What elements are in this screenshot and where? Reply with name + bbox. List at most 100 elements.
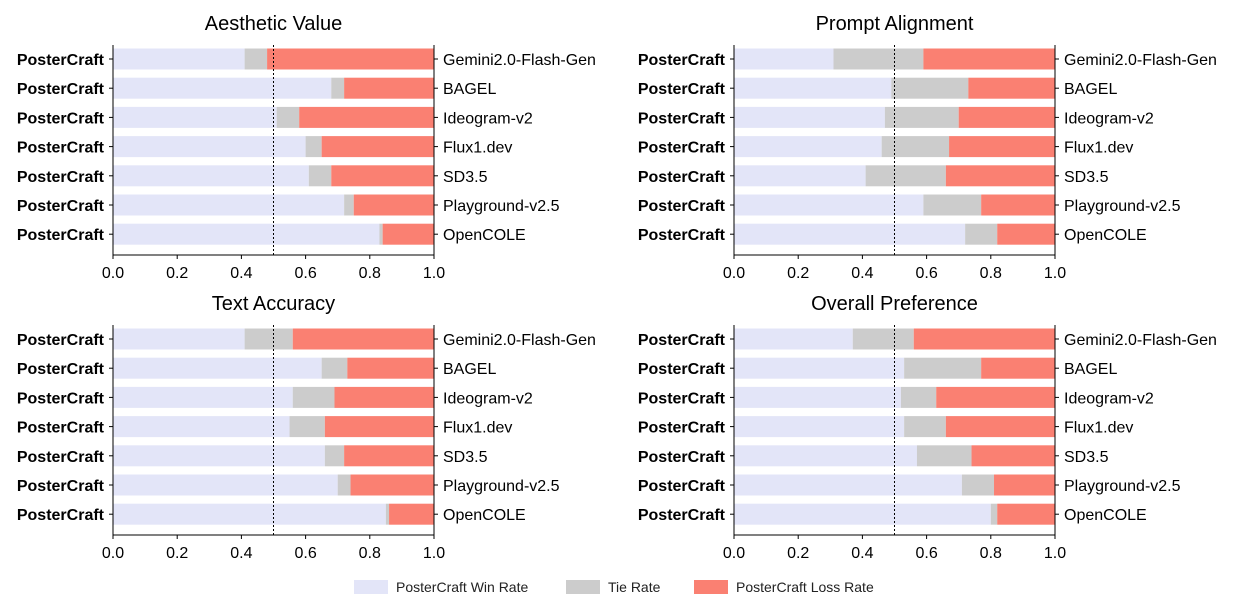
panel-aesthetic-value: Aesthetic Value PosterCraft Gemini2.0-Flas… xyxy=(17,13,596,282)
panel-title: Overall Preference xyxy=(811,293,978,315)
win-bar xyxy=(113,416,290,438)
left-label: PosterCraft xyxy=(17,140,105,157)
win-bar xyxy=(113,503,386,525)
x-tick-label: 0.8 xyxy=(359,545,381,562)
legend-swatch xyxy=(354,580,388,594)
x-tick-label: 0.8 xyxy=(359,265,381,282)
legend-label: PosterCraft Loss Rate xyxy=(736,579,874,595)
loss-bar xyxy=(997,503,1055,525)
win-bar xyxy=(734,165,866,187)
tie-bar xyxy=(904,416,946,438)
win-bar xyxy=(113,328,245,350)
win-bar xyxy=(734,77,892,99)
tie-bar xyxy=(904,357,982,379)
win-bar xyxy=(113,48,245,70)
x-tick-label: 0.2 xyxy=(787,545,809,562)
loss-bar xyxy=(994,474,1055,496)
win-bar xyxy=(734,416,905,438)
category-label: SD3.5 xyxy=(443,169,488,186)
tie-bar xyxy=(244,328,293,350)
category-label: Gemini2.0-Flash-Gen xyxy=(443,332,596,349)
x-tick-label: 0.6 xyxy=(294,545,316,562)
left-label: PosterCraft xyxy=(17,110,105,127)
win-bar xyxy=(113,136,306,158)
x-tick-label: 0.4 xyxy=(851,545,873,562)
left-label: PosterCraft xyxy=(17,227,105,244)
left-label: PosterCraft xyxy=(638,140,726,157)
legend: PosterCraft Win Rate Tie Rate PosterCraft … xyxy=(354,579,874,595)
loss-bar xyxy=(968,77,1055,99)
tie-bar xyxy=(916,445,972,467)
left-label: PosterCraft xyxy=(17,478,105,495)
category-label: OpenCOLE xyxy=(1064,227,1147,244)
panel-overall-preference: Overall Preference PosterCraft Gemini2.0-F… xyxy=(638,293,1217,562)
win-bar xyxy=(113,77,332,99)
win-bar xyxy=(113,445,325,467)
legend-label: PosterCraft Win Rate xyxy=(396,579,528,595)
x-tick-label: 0.8 xyxy=(980,265,1002,282)
x-tick-label: 0.0 xyxy=(723,265,745,282)
x-tick-label: 0.4 xyxy=(230,545,252,562)
tie-bar xyxy=(321,357,348,379)
legend-label: Tie Rate xyxy=(608,579,661,595)
category-label: Playground-v2.5 xyxy=(1064,478,1181,495)
loss-bar xyxy=(958,106,1055,128)
legend-swatch xyxy=(694,580,728,594)
left-label: PosterCraft xyxy=(17,169,105,186)
win-bar xyxy=(734,194,924,216)
x-tick-label: 0.6 xyxy=(294,265,316,282)
category-label: Flux1.dev xyxy=(443,420,512,437)
win-bar xyxy=(113,223,380,245)
win-bar xyxy=(113,474,338,496)
category-label: Playground-v2.5 xyxy=(443,478,560,495)
x-tick-label: 1.0 xyxy=(1044,545,1066,562)
category-label: BAGEL xyxy=(443,81,496,98)
tie-bar xyxy=(276,106,300,128)
loss-bar xyxy=(292,328,434,350)
tie-bar xyxy=(385,503,390,525)
tie-bar xyxy=(337,474,351,496)
tie-bar xyxy=(891,77,969,99)
panel-title: Aesthetic Value xyxy=(205,13,343,35)
win-bar xyxy=(113,386,293,408)
x-tick-label: 1.0 xyxy=(1044,265,1066,282)
category-label: SD3.5 xyxy=(443,449,488,466)
loss-bar xyxy=(945,165,1055,187)
tie-bar xyxy=(289,416,325,438)
legend-swatch xyxy=(566,580,600,594)
left-label: PosterCraft xyxy=(638,390,726,407)
category-label: Gemini2.0-Flash-Gen xyxy=(1064,332,1217,349)
win-bar xyxy=(734,503,991,525)
panel-prompt-alignment: Prompt Alignment PosterCraft Gemini2.0-Fla… xyxy=(638,13,1217,282)
left-label: PosterCraft xyxy=(638,52,726,69)
left-label: PosterCraft xyxy=(17,81,105,98)
x-tick-label: 0.2 xyxy=(166,545,188,562)
category-label: BAGEL xyxy=(443,361,496,378)
win-bar xyxy=(734,223,966,245)
x-tick-label: 0.0 xyxy=(102,265,124,282)
tie-bar xyxy=(865,165,946,187)
category-label: SD3.5 xyxy=(1064,169,1109,186)
left-label: PosterCraft xyxy=(638,198,726,215)
left-label: PosterCraft xyxy=(17,507,105,524)
tie-bar xyxy=(344,194,354,216)
tie-bar xyxy=(308,165,332,187)
win-bar xyxy=(734,48,834,70)
tie-bar xyxy=(244,48,268,70)
loss-bar xyxy=(347,357,434,379)
category-label: Ideogram-v2 xyxy=(443,390,533,407)
loss-bar xyxy=(949,136,1055,158)
loss-bar xyxy=(344,77,434,99)
win-bar xyxy=(734,386,901,408)
x-tick-label: 0.4 xyxy=(230,265,252,282)
loss-bar xyxy=(299,106,434,128)
win-bar xyxy=(734,106,885,128)
win-bar xyxy=(734,328,853,350)
loss-bar xyxy=(971,445,1055,467)
left-label: PosterCraft xyxy=(17,198,105,215)
tie-bar xyxy=(884,106,959,128)
tie-bar xyxy=(990,503,998,525)
left-label: PosterCraft xyxy=(638,169,726,186)
left-label: PosterCraft xyxy=(638,110,726,127)
category-label: OpenCOLE xyxy=(1064,507,1147,524)
